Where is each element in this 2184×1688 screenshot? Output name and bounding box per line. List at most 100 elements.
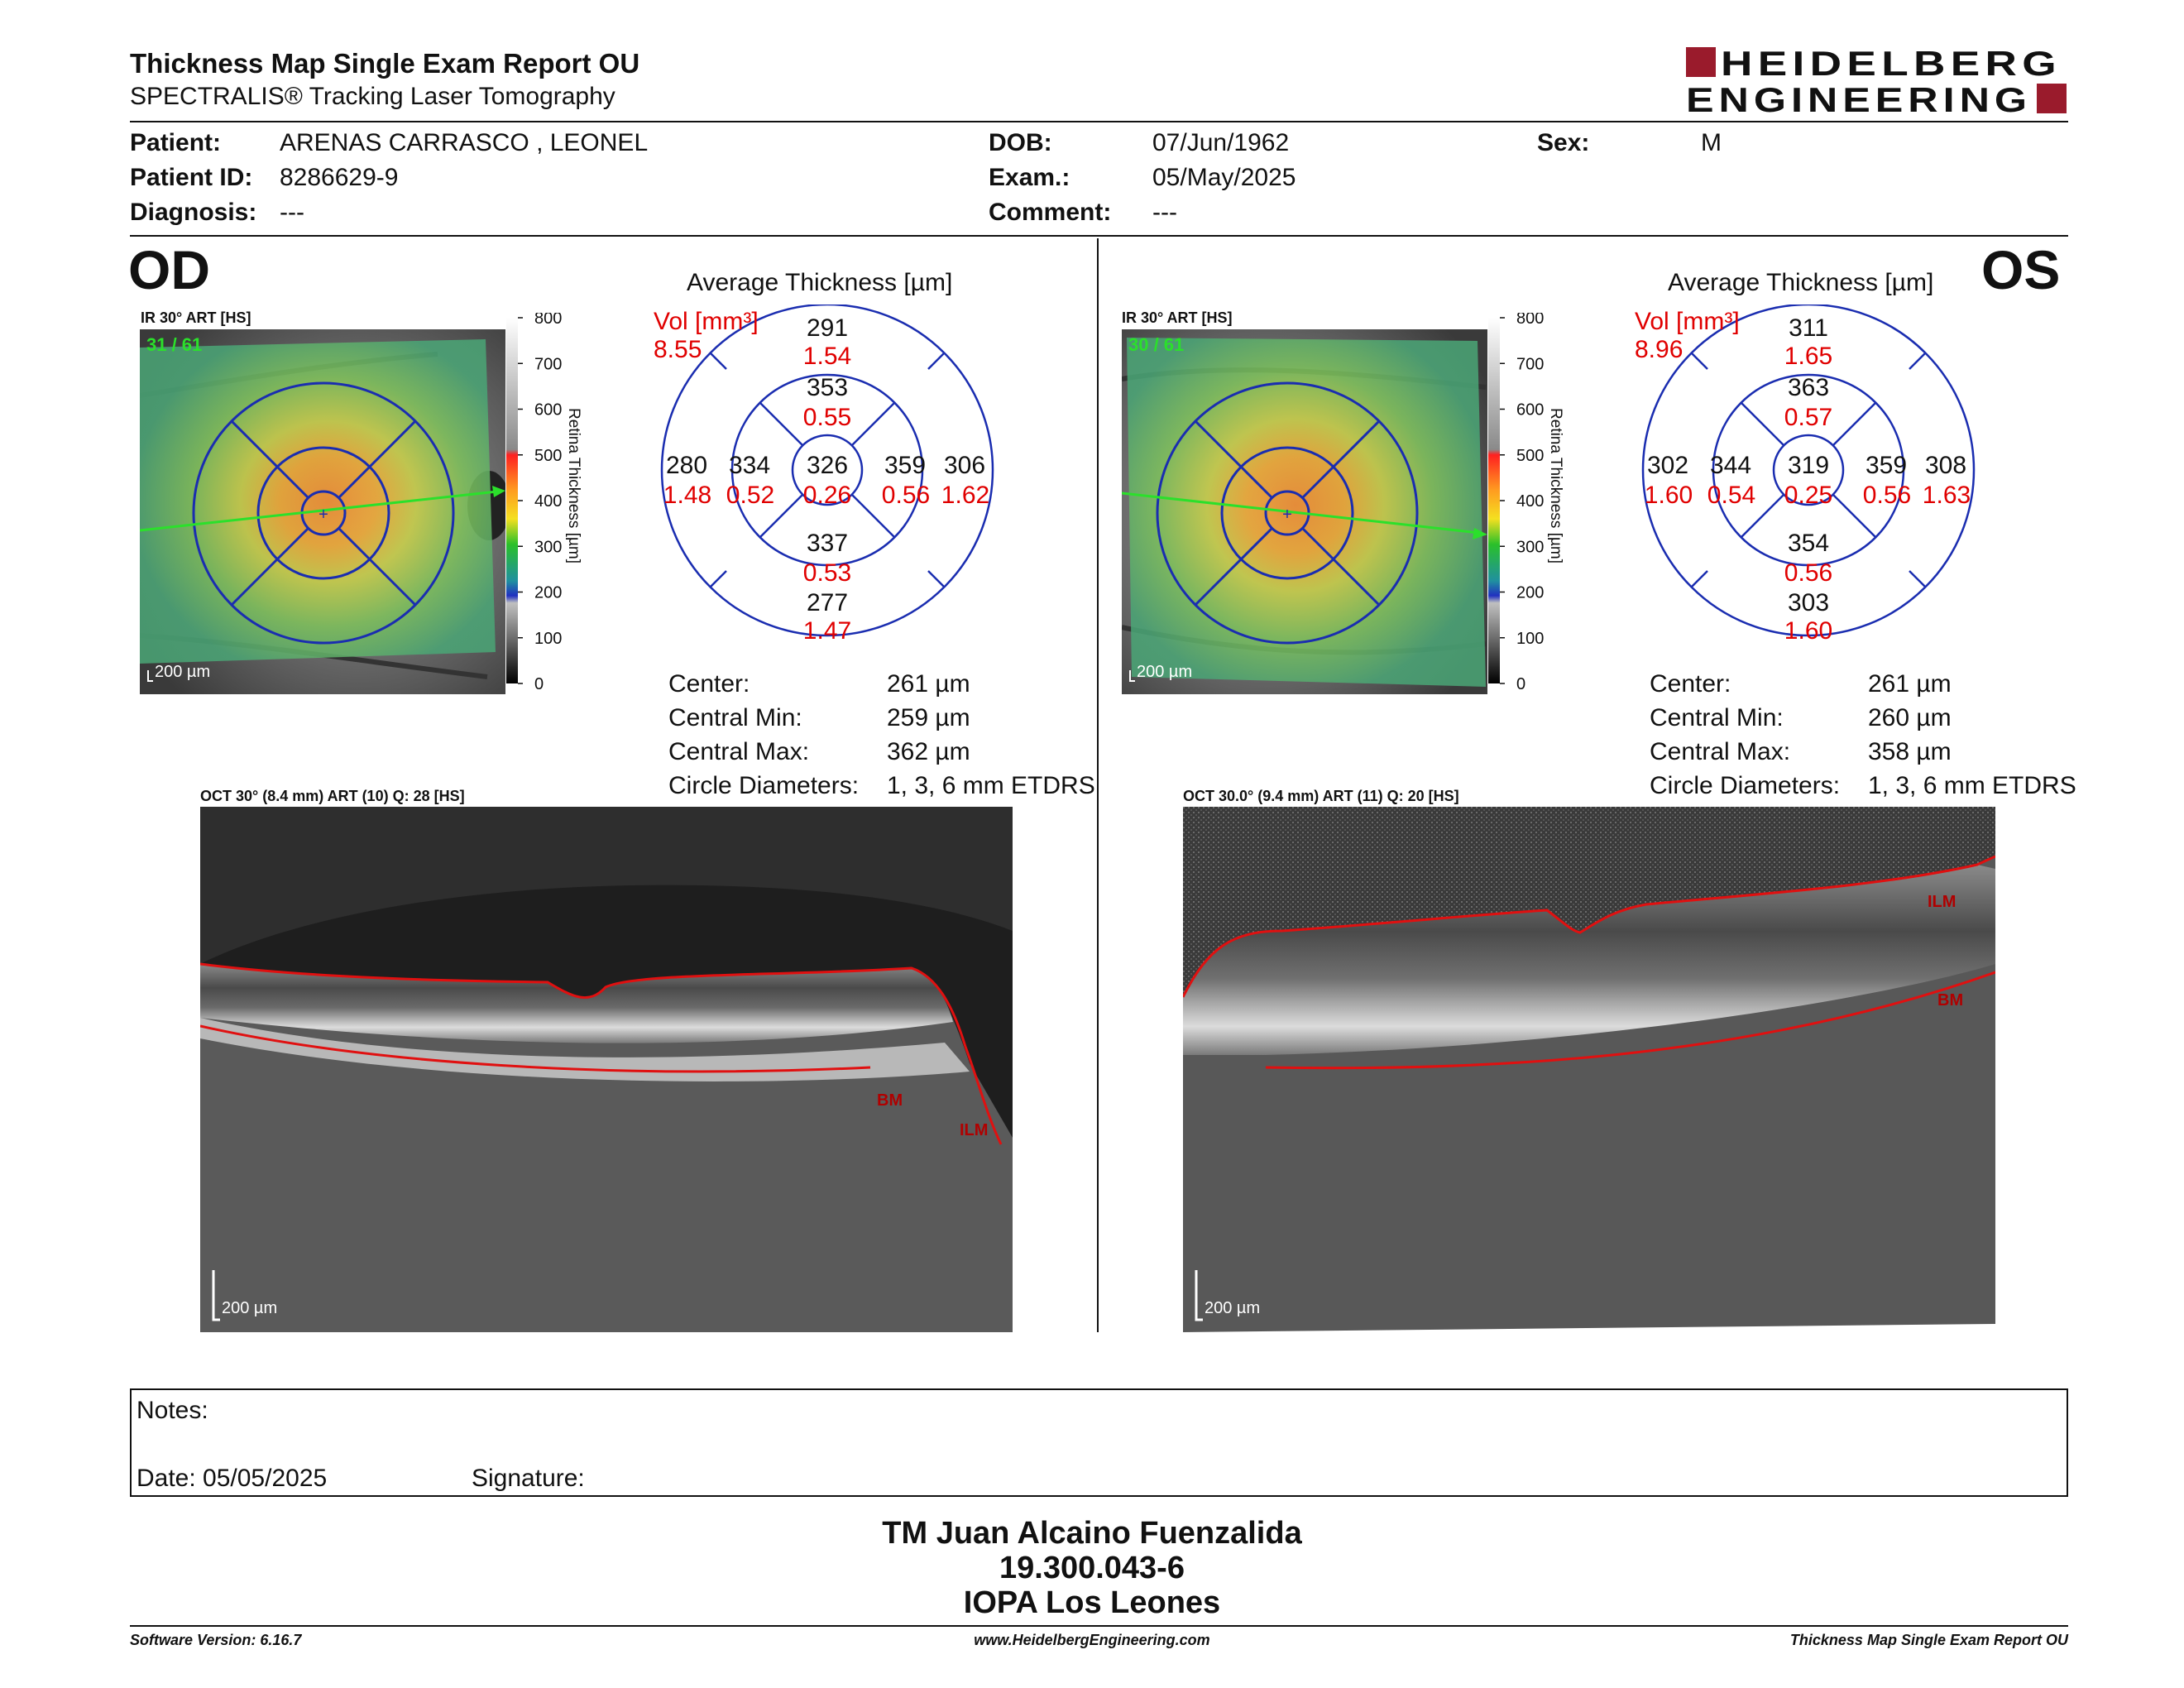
patient-id: 8286629-9 [280, 164, 399, 191]
inner-temporal-volume-os: 0.54 [1707, 482, 1756, 509]
svg-text:+: + [1282, 506, 1292, 524]
divider [130, 121, 2068, 122]
central-max-value-od: 362 µm [887, 738, 970, 765]
report-subtitle: SPECTRALIS® Tracking Laser Tomography [130, 83, 615, 110]
center-volume-od: 0.26 [802, 482, 852, 509]
colorbar-tick-label: 300 [1516, 538, 1544, 556]
center-value-od: 261 µm [887, 670, 970, 698]
inner-inferior-volume-od: 0.53 [802, 559, 852, 587]
vol-label-od: Vol [mm³] [654, 308, 759, 335]
outer-superior-volume-od: 1.54 [802, 343, 852, 370]
central-min-value-od: 259 µm [887, 704, 970, 731]
colorbar-tick-label: 100 [534, 630, 562, 648]
layer-label-ilm-od: ILM [960, 1121, 988, 1139]
outer-superior-volume-os: 1.65 [1784, 343, 1833, 370]
colorbar-tick-label: 100 [1516, 630, 1544, 648]
central-min-label-od: Central Min: [668, 704, 802, 731]
logo-line2: ENGINEERING [1686, 80, 2032, 119]
inner-temporal-volume-od: 0.52 [726, 482, 775, 509]
dob-value: 07/Jun/1962 [1152, 129, 1290, 156]
comment-value: --- [1152, 199, 1177, 226]
outer-nasal-thickness-os: 308 [1924, 452, 1967, 479]
circle-diam-label-os: Circle Diameters: [1650, 772, 1841, 799]
inner-superior-volume-od: 0.55 [802, 404, 852, 431]
footer-report-name: Thickness Map Single Exam Report OU [1789, 1632, 2068, 1648]
etdrs-grid-od [645, 303, 1009, 652]
oct-caption-os: OCT 30.0° (9.4 mm) ART (11) Q: 20 [HS] [1183, 788, 1459, 804]
notes-box[interactable] [130, 1388, 2068, 1497]
comment-label: Comment: [989, 199, 1112, 226]
outer-inferior-volume-od: 1.47 [802, 617, 852, 645]
oct-bscan-od[interactable]: BM ILM 200 µm [199, 807, 1013, 1332]
colorbar-os: 800 700 600 500 400 300 200 100 0 Retina Thickne… [1488, 309, 1592, 693]
colorbar-tick-label: 500 [1516, 447, 1544, 465]
colorbar-tick-label: 600 [1516, 401, 1544, 420]
report-title: Thickness Map Single Exam Report OU [130, 48, 640, 79]
patient-label: Patient: [130, 129, 222, 156]
inner-inferior-thickness-od: 337 [806, 530, 849, 557]
inner-nasal-volume-os: 0.56 [1862, 482, 1912, 509]
frame-counter-od: 31 / 61 [146, 334, 202, 355]
center-value-os: 261 µm [1868, 670, 1952, 698]
software-version: Software Version: 6.16.7 [130, 1632, 302, 1648]
colorbar-tick-label: 200 [1516, 584, 1544, 602]
layer-label-ilm-os: ILM [1928, 893, 1956, 911]
exam-label: Exam.: [989, 164, 1070, 191]
colorbar-tick-label: 200 [534, 584, 562, 602]
inner-superior-thickness-os: 363 [1787, 374, 1830, 401]
colorbar-tick-label: 300 [534, 538, 562, 556]
signer-name: TM Juan Alcaino Fuenzalida [882, 1516, 1302, 1551]
outer-nasal-volume-od: 1.62 [941, 482, 990, 509]
circle-diam-value-od: 1, 3, 6 mm ETDRS [887, 772, 1095, 799]
inner-inferior-volume-os: 0.56 [1784, 559, 1833, 587]
ir-caption-os: IR 30° ART [HS] [1122, 309, 1233, 326]
grid-title-od: Average Thickness [µm] [687, 269, 953, 296]
fundus-thickness-map-os[interactable]: + 30 / 61 200 µm [1121, 329, 1487, 694]
inner-superior-volume-os: 0.57 [1784, 404, 1833, 431]
colorbar-tick-label: 0 [1516, 675, 1525, 693]
layer-label-bm-od: BM [877, 1091, 903, 1110]
circle-diam-value-os: 1, 3, 6 mm ETDRS [1868, 772, 2076, 799]
vol-label-os: Vol [mm³] [1635, 308, 1740, 335]
colorbar-label-od: Retina Thickness [µm] [565, 408, 582, 563]
vol-total-os: 8.96 [1635, 336, 1684, 363]
svg-text:+: + [318, 506, 328, 524]
center-divider [1097, 238, 1099, 1332]
center-label-os: Center: [1650, 670, 1731, 698]
inner-inferior-thickness-os: 354 [1787, 530, 1830, 557]
logo-line1: HEIDELBERG [1721, 45, 2062, 83]
outer-temporal-thickness-os: 302 [1646, 452, 1689, 479]
central-min-label-os: Central Min: [1650, 704, 1784, 731]
oct-scale-os: 200 µm [1205, 1299, 1260, 1317]
date-label: Date: 05/05/2025 [136, 1465, 328, 1492]
inner-superior-thickness-od: 353 [806, 374, 849, 401]
eye-label-os: OS [1981, 239, 2061, 300]
central-max-label-os: Central Max: [1650, 738, 1791, 765]
frame-counter-os: 30 / 61 [1128, 334, 1184, 355]
etdrs-grid-os [1626, 303, 1990, 652]
colorbar-tick-label: 600 [534, 401, 562, 420]
signer-institution: IOPA Los Leones [963, 1585, 1221, 1620]
colorbar-od: 800 700 600 500 400 300 200 100 0 Retina Thickne… [506, 309, 610, 693]
ir-caption-od: IR 30° ART [HS] [141, 309, 251, 326]
colorbar-tick-label: 400 [1516, 492, 1544, 511]
heidelberg-logo: HEIDELBERG ENGINEERING [1686, 44, 2067, 119]
outer-temporal-volume-os: 1.60 [1644, 482, 1693, 509]
website-link[interactable]: www.HeidelbergEngineering.com [974, 1632, 1210, 1648]
colorbar-tick-label: 500 [534, 447, 562, 465]
diagnosis-value: --- [280, 199, 304, 226]
eye-label-od: OD [128, 239, 210, 300]
outer-temporal-thickness-od: 280 [665, 452, 708, 479]
oct-bscan-os[interactable]: ILM BM 200 µm [1181, 807, 1996, 1332]
oct-caption-od: OCT 30° (8.4 mm) ART (10) Q: 28 [HS] [200, 788, 465, 804]
patient-id-label: Patient ID: [130, 164, 253, 191]
inner-temporal-thickness-os: 344 [1709, 452, 1752, 479]
colorbar-tick-label: 800 [1516, 313, 1544, 328]
vol-total-od: 8.55 [654, 336, 702, 363]
inner-nasal-volume-od: 0.56 [881, 482, 931, 509]
exam-date: 05/May/2025 [1152, 164, 1296, 191]
outer-inferior-volume-os: 1.60 [1784, 617, 1833, 645]
divider [130, 1625, 2068, 1627]
colorbar-tick-label: 400 [534, 492, 562, 511]
fundus-thickness-map-od[interactable]: + 31 / 61 200 µm [139, 329, 510, 694]
